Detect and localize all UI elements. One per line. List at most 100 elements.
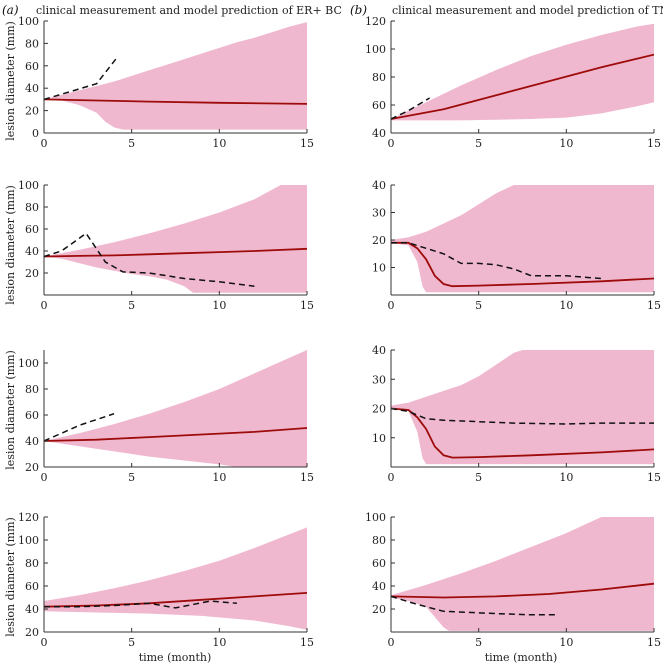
prediction-band-b2 xyxy=(391,185,654,293)
y-tick-label-a1: 100 xyxy=(18,15,39,28)
y-tick-label-a4: 100 xyxy=(18,534,39,547)
model-line-b3 xyxy=(391,407,654,459)
y-tick-label-a4: 80 xyxy=(25,557,39,570)
panel-b-title: clinical measurement and model predictio… xyxy=(392,4,663,17)
y-tick-label-a2: 60 xyxy=(25,223,39,236)
y-tick-label-a2: 40 xyxy=(25,245,39,258)
y-axis-label-a3: lesion diameter (mm) xyxy=(4,350,17,470)
y-tick-label-a4: 20 xyxy=(25,626,39,639)
x-tick-label-b1: 5 xyxy=(475,137,482,150)
y-tick-label-b1: 120 xyxy=(365,15,386,28)
chart-b2: 0 5 10 15 10 20 30 40 xyxy=(372,179,661,312)
chart-b3: 0 5 10 15 10 20 30 40 xyxy=(372,344,661,484)
y-tick-label-b2: 30 xyxy=(372,207,386,220)
y-tick-label-b1: 40 xyxy=(372,127,386,140)
y-tick-label-b1: 100 xyxy=(365,43,386,56)
model-line-b2 xyxy=(391,241,654,288)
x-tick-label-a2: 5 xyxy=(128,299,135,312)
model-line-b4 xyxy=(391,582,654,599)
y-tick-label-a1: 40 xyxy=(25,82,39,95)
model-line-a2 xyxy=(44,247,307,258)
measured-line-a2 xyxy=(44,232,255,287)
prediction-band-b4 xyxy=(391,517,654,631)
x-tick-label-a1: 0 xyxy=(41,137,48,150)
x-tick-label-b1: 0 xyxy=(388,137,395,150)
y-tick-label-b2: 10 xyxy=(372,262,386,275)
x-tick-label-a4: 10 xyxy=(212,636,226,649)
y-tick-label-a3: 80 xyxy=(25,383,39,396)
x-tick-label-b4: 5 xyxy=(475,636,482,649)
y-tick-label-a4: 40 xyxy=(25,603,39,616)
model-line-b1 xyxy=(391,53,654,120)
chart-a1: 0 5 10 15 0 20 40 60 80 100 xyxy=(18,15,314,150)
prediction-band-a4 xyxy=(44,527,307,630)
y-tick-label-a1: 0 xyxy=(32,127,39,140)
y-tick-label-a1: 20 xyxy=(25,105,39,118)
y-tick-label-b2: 20 xyxy=(372,234,386,247)
y-tick-label-b3: 20 xyxy=(372,403,386,416)
y-tick-label-b3: 10 xyxy=(372,432,386,445)
chart-a4: 0 5 10 15 20 40 60 80 100 120 xyxy=(18,511,314,649)
x-tick-label-b2: 5 xyxy=(475,299,482,312)
measured-line-a3 xyxy=(44,412,115,442)
chart-a3: 0 5 10 15 20 40 60 80 100 xyxy=(18,350,314,484)
y-tick-label-a3: 40 xyxy=(25,435,39,448)
y-tick-label-a1: 80 xyxy=(25,37,39,50)
x-tick-label-b4: 15 xyxy=(647,636,661,649)
panel-a-title: clinical measurement and model predictio… xyxy=(36,4,342,17)
y-tick-label-b1: 80 xyxy=(372,71,386,84)
chart-b1: 0 5 10 15 40 60 80 100 120 xyxy=(365,15,661,150)
x-tick-label-b4: 0 xyxy=(388,636,395,649)
y-axis-label-a4: lesion diameter (mm) xyxy=(4,517,17,637)
y-tick-label-a2: 80 xyxy=(25,201,39,214)
chart-a2: 0 5 10 15 20 40 60 80 100 xyxy=(18,179,314,312)
x-tick-label-b2: 0 xyxy=(388,299,395,312)
x-tick-label-a1: 15 xyxy=(300,137,314,150)
y-tick-label-b3: 30 xyxy=(372,373,386,386)
y-tick-label-a2: 100 xyxy=(18,179,39,192)
y-tick-label-b4: 60 xyxy=(372,557,386,570)
y-tick-label-b4: 20 xyxy=(372,603,386,616)
x-tick-label-a4: 15 xyxy=(300,636,314,649)
y-tick-label-b3: 40 xyxy=(372,344,386,357)
x-tick-label-a3: 15 xyxy=(300,471,314,484)
x-axis-label-a: time (month) xyxy=(139,651,212,664)
x-tick-label-a3: 5 xyxy=(128,471,135,484)
measured-line-b2 xyxy=(391,242,602,280)
chart-b4: 0 5 10 15 20 40 60 80 100 xyxy=(365,511,661,649)
y-tick-label-b4: 40 xyxy=(372,580,386,593)
y-axis-label-a2: lesion diameter (mm) xyxy=(4,185,17,305)
x-tick-label-a1: 10 xyxy=(212,137,226,150)
x-tick-label-a4: 5 xyxy=(128,636,135,649)
x-tick-label-a4: 0 xyxy=(41,636,48,649)
x-tick-label-b3: 15 xyxy=(647,471,661,484)
y-axis-label-a1: lesion diameter (mm) xyxy=(4,21,17,141)
x-tick-label-a2: 15 xyxy=(300,299,314,312)
x-tick-label-b3: 0 xyxy=(388,471,395,484)
y-tick-label-b1: 60 xyxy=(372,99,386,112)
y-tick-label-a1: 60 xyxy=(25,60,39,73)
x-tick-label-b2: 10 xyxy=(559,299,573,312)
y-tick-label-a4: 120 xyxy=(18,511,39,524)
y-tick-label-a3: 20 xyxy=(25,461,39,474)
measured-line-a4 xyxy=(44,600,237,609)
model-line-a3 xyxy=(44,427,307,442)
x-tick-label-a2: 0 xyxy=(41,299,48,312)
prediction-band-a2 xyxy=(44,185,307,293)
x-tick-label-b4: 10 xyxy=(559,636,573,649)
measured-line-a1 xyxy=(44,56,119,101)
measured-line-b1 xyxy=(391,97,430,120)
x-tick-label-b2: 15 xyxy=(647,299,661,312)
panel-a-label: (a) xyxy=(2,3,19,17)
panel-b-label: (b) xyxy=(350,3,367,17)
x-axis-label-b: time (month) xyxy=(485,651,558,664)
y-tick-label-a3: 60 xyxy=(25,409,39,422)
y-tick-label-b2: 40 xyxy=(372,179,386,192)
y-tick-label-a2: 20 xyxy=(25,267,39,280)
y-tick-label-b4: 80 xyxy=(372,534,386,547)
measured-line-b4 xyxy=(391,595,558,616)
x-tick-label-b3: 5 xyxy=(475,471,482,484)
x-tick-label-b1: 15 xyxy=(647,137,661,150)
